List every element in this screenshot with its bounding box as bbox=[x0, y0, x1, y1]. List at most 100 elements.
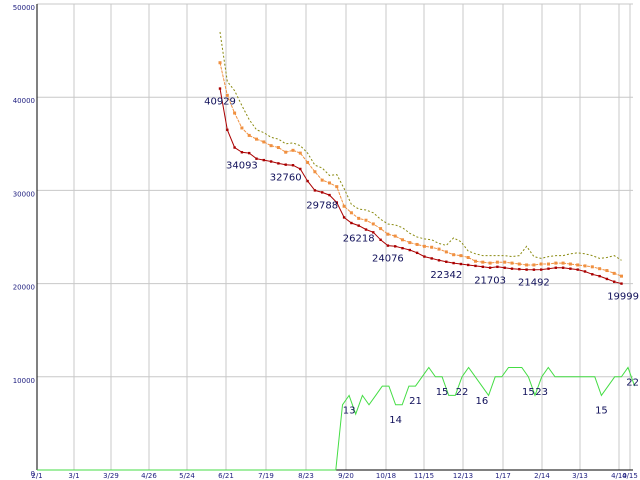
data-label: 40929 bbox=[204, 97, 236, 108]
main-point bbox=[518, 267, 521, 271]
data-label: 29788 bbox=[306, 200, 338, 211]
data-label: 22 bbox=[456, 387, 469, 398]
main-point bbox=[540, 268, 543, 271]
x-tick-label: 6/21 bbox=[218, 472, 234, 480]
average-point bbox=[401, 238, 404, 242]
average-point bbox=[240, 126, 244, 130]
series-secondary-line bbox=[37, 366, 636, 471]
average-point bbox=[393, 234, 397, 238]
main-point bbox=[379, 238, 382, 241]
main-point bbox=[284, 163, 287, 166]
main-point bbox=[620, 282, 623, 285]
main-point bbox=[372, 231, 375, 234]
x-tick-label: 9/20 bbox=[338, 472, 354, 480]
main-point bbox=[386, 244, 390, 247]
data-label: 23 bbox=[535, 387, 548, 398]
data-labels: 40929 34093 32760 29788 26218 24076 22342 21703… bbox=[204, 97, 639, 426]
y-tick-label: 10000 bbox=[13, 377, 35, 385]
main-point bbox=[547, 267, 550, 270]
main-point bbox=[613, 280, 616, 283]
x-tick-label: 12/13 bbox=[453, 472, 473, 480]
average-point bbox=[335, 185, 339, 189]
main-point bbox=[299, 167, 302, 171]
main-point bbox=[306, 179, 309, 183]
average-point bbox=[276, 146, 280, 150]
average-point bbox=[583, 264, 587, 268]
main-point bbox=[583, 270, 587, 273]
average-point bbox=[415, 242, 419, 246]
average-point bbox=[576, 263, 580, 267]
average-point bbox=[386, 232, 390, 236]
x-tick-label: 10/18 bbox=[376, 472, 396, 480]
x-tick-label: 7/19 bbox=[258, 472, 274, 480]
main-point bbox=[415, 251, 419, 255]
main-point bbox=[496, 265, 499, 269]
x-tick-label: 2/1 bbox=[31, 472, 42, 480]
average-point bbox=[364, 218, 368, 222]
average-point bbox=[598, 267, 602, 271]
y-tick-label: 0 bbox=[31, 470, 35, 478]
x-tick-label: 4/26 bbox=[141, 472, 157, 480]
data-label: 21703 bbox=[474, 276, 506, 287]
x-tick-label: 3/29 bbox=[103, 472, 119, 480]
average-point bbox=[561, 261, 565, 265]
main-point bbox=[569, 267, 572, 270]
data-label: 19999 bbox=[607, 292, 639, 303]
average-point bbox=[225, 93, 229, 97]
main-point bbox=[269, 160, 273, 163]
x-tick-label: 1/17 bbox=[495, 472, 511, 480]
main-point bbox=[262, 158, 265, 162]
main-point bbox=[561, 266, 565, 269]
main-point bbox=[467, 263, 470, 267]
x-tick-label: 5/24 bbox=[179, 472, 195, 480]
main-point bbox=[576, 268, 579, 271]
average-point bbox=[547, 262, 550, 266]
main-point bbox=[554, 266, 557, 269]
average-point bbox=[313, 170, 317, 174]
average-point bbox=[532, 263, 536, 267]
average-point bbox=[495, 260, 499, 264]
data-label: 32760 bbox=[270, 173, 302, 184]
average-point bbox=[291, 148, 295, 152]
average-point bbox=[466, 256, 470, 260]
average-point bbox=[262, 140, 266, 144]
data-label: 22342 bbox=[430, 270, 462, 281]
x-tick-label: 3/13 bbox=[572, 472, 588, 480]
average-point bbox=[379, 227, 383, 231]
average-point bbox=[306, 160, 310, 164]
main-point bbox=[218, 87, 222, 90]
main-point bbox=[291, 164, 295, 167]
data-label: 22 bbox=[626, 377, 639, 388]
axes: 0 10000 20000 30000 40000 50000 2/1 3/1 3/29 4/26… bbox=[13, 4, 638, 480]
main-point bbox=[321, 191, 324, 194]
average-point bbox=[510, 261, 514, 265]
data-label: 15 bbox=[436, 387, 449, 398]
series-average-line bbox=[219, 62, 622, 277]
average-point bbox=[357, 216, 361, 220]
average-point bbox=[481, 260, 485, 264]
main-point bbox=[525, 268, 528, 271]
main-point bbox=[503, 266, 506, 269]
average-point bbox=[503, 260, 507, 264]
main-point bbox=[430, 257, 433, 260]
main-point bbox=[532, 268, 536, 271]
data-label: 16 bbox=[476, 396, 489, 407]
average-point bbox=[349, 211, 353, 215]
main-point bbox=[233, 146, 236, 149]
main-point bbox=[510, 267, 514, 270]
main-point bbox=[240, 151, 244, 154]
average-point bbox=[590, 265, 594, 269]
y-tick-label: 50000 bbox=[13, 4, 35, 12]
x-tick-label: 8/23 bbox=[298, 472, 314, 480]
average-point bbox=[422, 244, 426, 248]
main-point bbox=[277, 162, 280, 165]
y-tick-label: 30000 bbox=[13, 190, 35, 198]
average-point bbox=[284, 150, 288, 154]
average-point bbox=[320, 178, 324, 182]
main-point bbox=[459, 262, 463, 266]
average-point bbox=[269, 144, 273, 148]
data-label: 15 bbox=[595, 405, 608, 416]
data-label: 26218 bbox=[343, 234, 375, 245]
main-point bbox=[401, 246, 404, 250]
average-point bbox=[554, 261, 558, 265]
